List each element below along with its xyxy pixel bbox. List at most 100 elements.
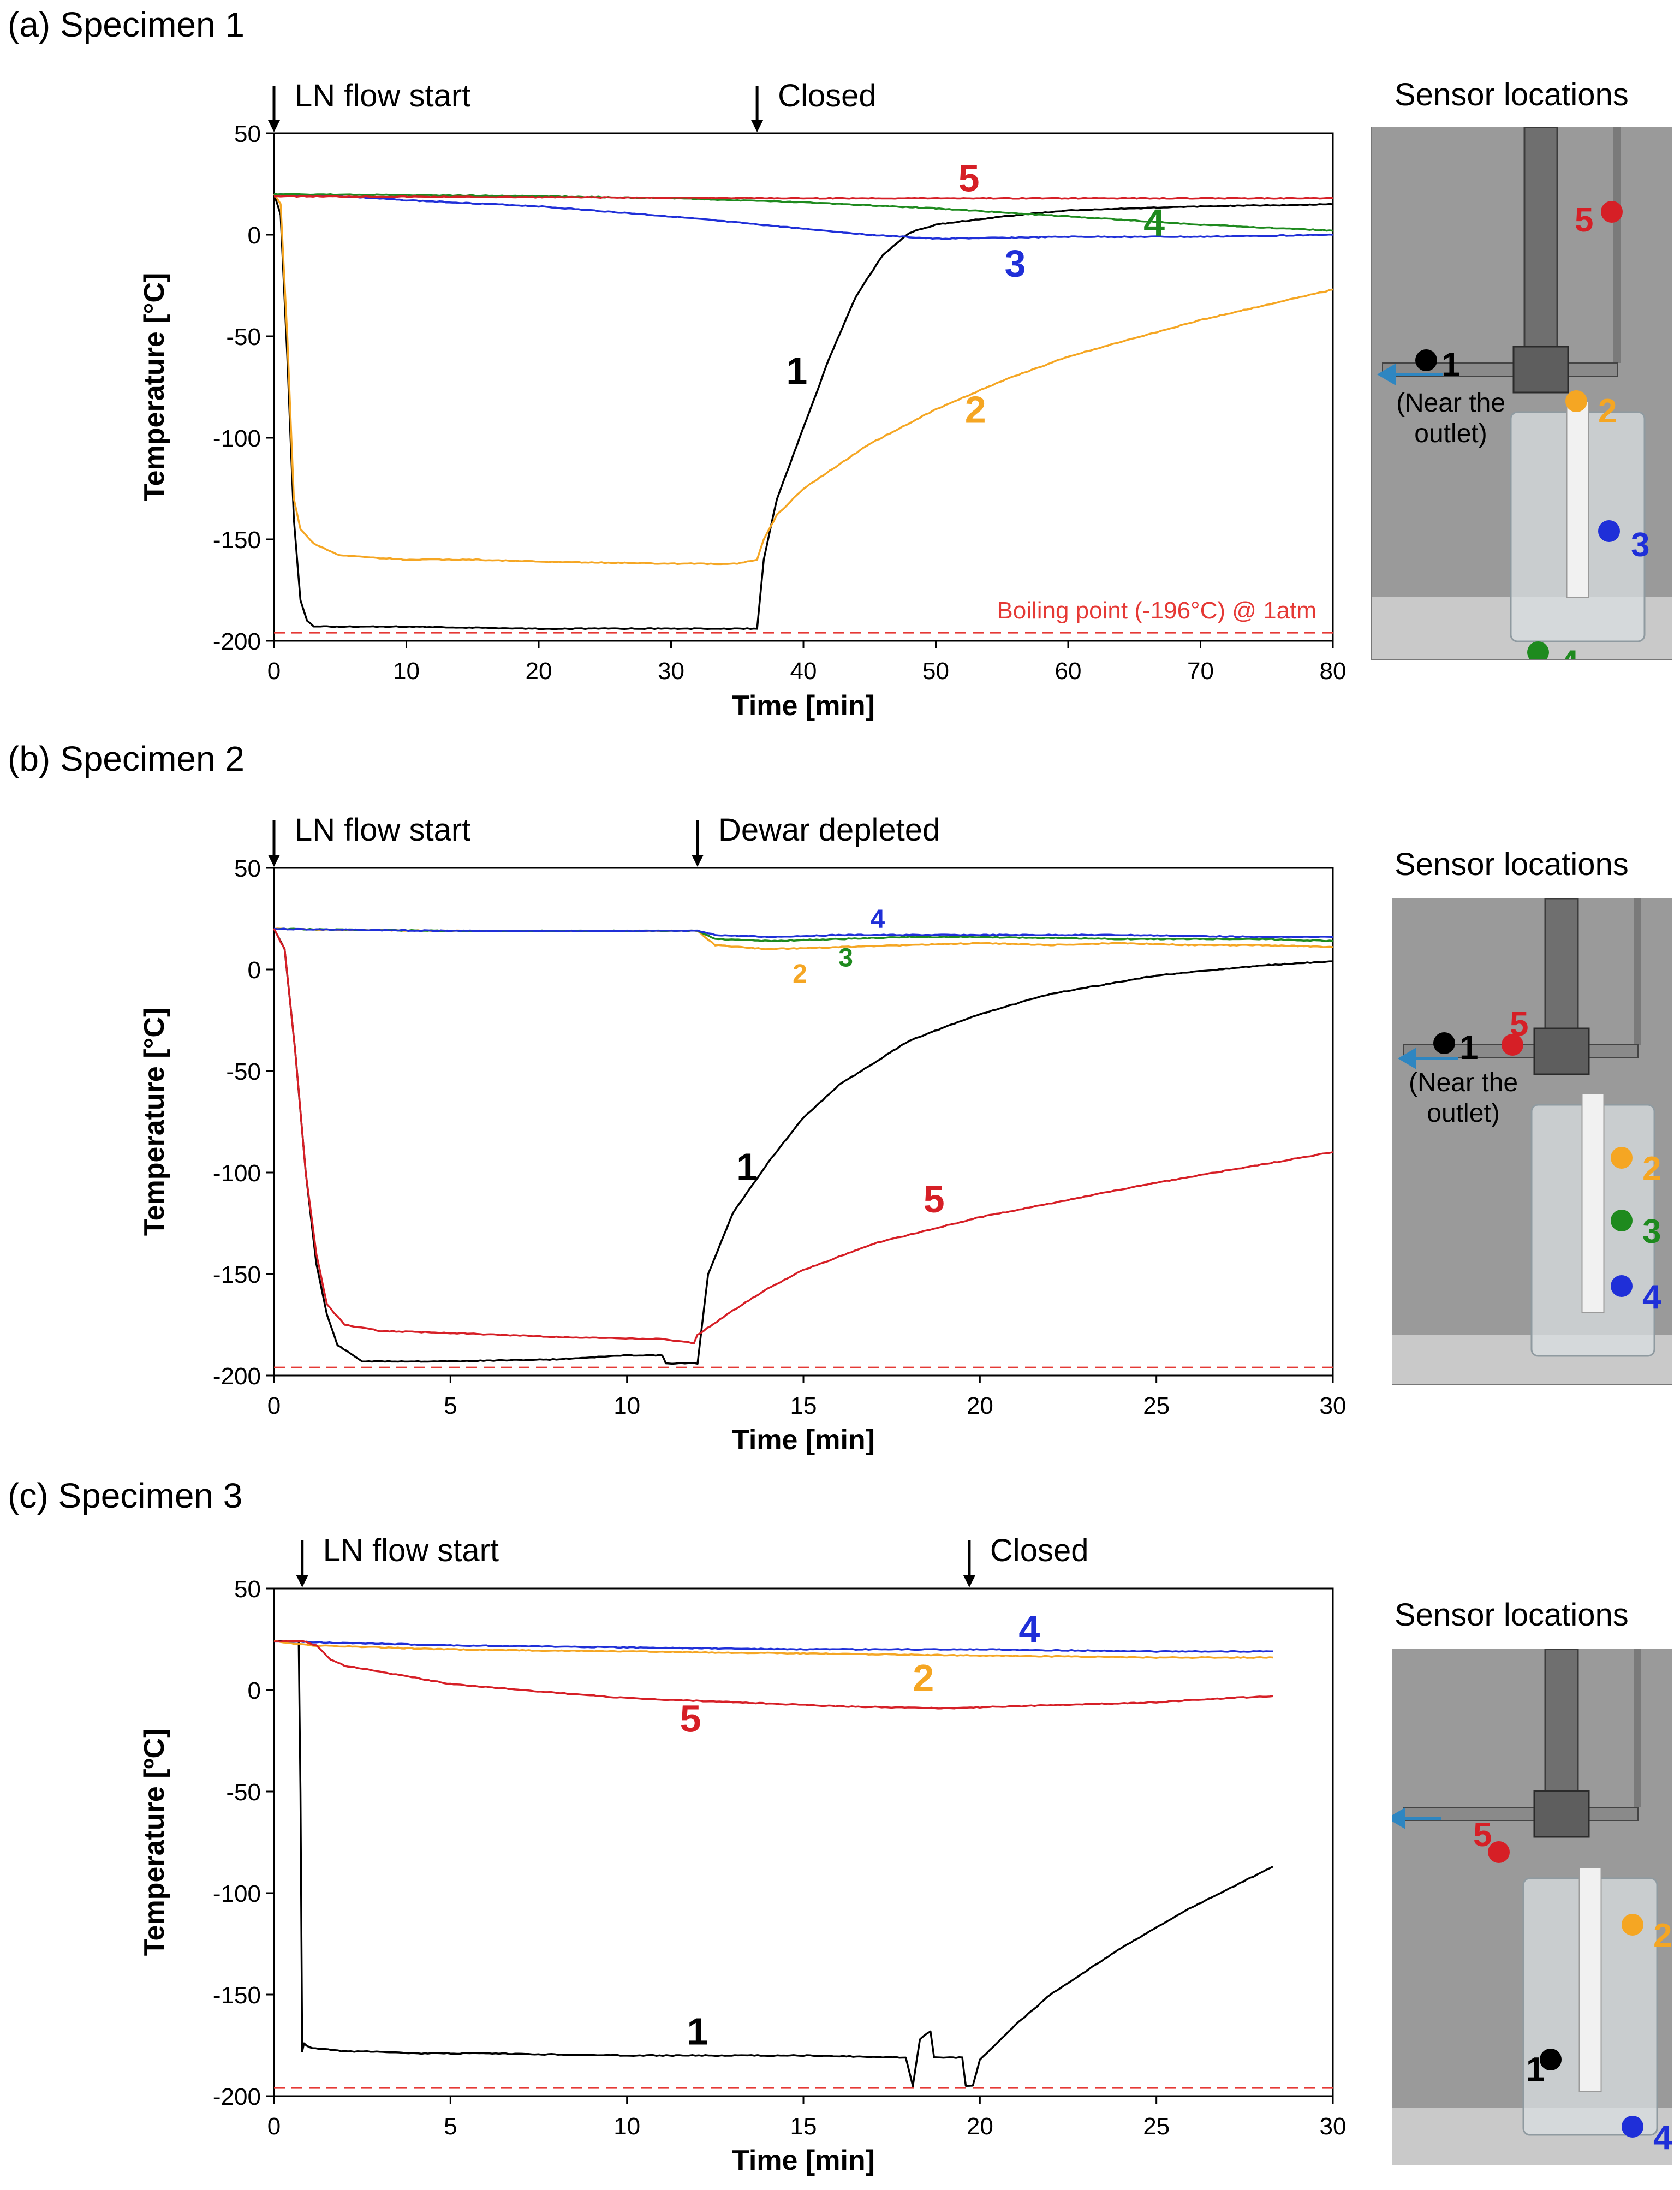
outlet-arrow-icon bbox=[1398, 1048, 1458, 1069]
event-label: Closed bbox=[778, 78, 877, 114]
sensor-marker-label: 5 bbox=[1575, 201, 1594, 239]
event-arrow-head bbox=[963, 1575, 975, 1587]
sensor-marker-label: 4 bbox=[1642, 1278, 1661, 1316]
sensor-marker-5 bbox=[1502, 1034, 1523, 1056]
event-label: LN flow start bbox=[295, 812, 470, 848]
y-tick-label: -200 bbox=[213, 628, 261, 655]
y-tick-label: -150 bbox=[213, 527, 261, 554]
series-label-2: 2 bbox=[913, 1657, 934, 1699]
x-tick-label: 10 bbox=[613, 1392, 640, 1419]
sensor-marker-1 bbox=[1415, 349, 1437, 371]
photo-fitting bbox=[1512, 346, 1569, 394]
sensor-marker-3 bbox=[1598, 520, 1620, 542]
sensor-marker-label: 1 bbox=[1459, 1029, 1479, 1067]
y-tick-label: 50 bbox=[234, 855, 261, 882]
x-tick-label: 80 bbox=[1320, 658, 1347, 685]
sensor-marker-label: 3 bbox=[1631, 526, 1650, 564]
panel-title: (a) Specimen 1 bbox=[8, 5, 245, 44]
sensor-marker-label: 1 bbox=[1526, 2051, 1545, 2088]
x-tick-label: 15 bbox=[790, 1392, 817, 1419]
series-line-3 bbox=[273, 193, 1333, 240]
x-tick-label: 0 bbox=[267, 658, 281, 685]
x-tick-label: 15 bbox=[790, 2113, 817, 2140]
event-arrow-head bbox=[268, 120, 280, 132]
y-axis-label: Temperature [°C] bbox=[139, 1008, 170, 1236]
series-line-2 bbox=[273, 193, 1333, 566]
photo-fitting bbox=[1533, 1790, 1590, 1838]
sensor-marker-1 bbox=[1433, 1032, 1455, 1054]
series-line-5 bbox=[273, 928, 1333, 1344]
event-label: Dewar depleted bbox=[718, 812, 940, 848]
y-tick-label: -100 bbox=[213, 1160, 261, 1187]
event-arrow-head bbox=[268, 855, 280, 867]
series-line-1 bbox=[273, 929, 1333, 1365]
y-tick-label: 0 bbox=[248, 1677, 261, 1704]
y-tick-label: -100 bbox=[213, 1880, 261, 1907]
panel-title: (c) Specimen 3 bbox=[8, 1476, 243, 1515]
sensor-marker-5 bbox=[1488, 1841, 1510, 1863]
x-tick-label: 60 bbox=[1055, 658, 1082, 685]
y-tick-label: -50 bbox=[226, 324, 261, 350]
series-label-5: 5 bbox=[958, 157, 980, 199]
series-label-1: 1 bbox=[786, 350, 807, 392]
sensor-marker-4 bbox=[1611, 1275, 1633, 1297]
y-tick-label: -200 bbox=[213, 2084, 261, 2110]
series-line-5 bbox=[273, 1640, 1273, 1710]
x-tick-label: 5 bbox=[444, 1392, 457, 1419]
series-line-4 bbox=[274, 1640, 1273, 1653]
series-line-4 bbox=[273, 193, 1333, 232]
sensor-marker-label: 5 bbox=[1510, 1005, 1529, 1043]
photo-inner-rod bbox=[1581, 1093, 1605, 1313]
event-arrow-head bbox=[296, 1575, 308, 1587]
sensor-marker-label: 2 bbox=[1598, 392, 1617, 430]
sensor-marker-3 bbox=[1611, 1210, 1633, 1231]
panel-specimen-1: (a) Specimen 1 50 0 -50 -100 -150 -200 0 10 20 30… bbox=[0, 0, 1680, 734]
series-line-1 bbox=[273, 194, 1333, 630]
series-line-5 bbox=[273, 194, 1333, 200]
y-tick-label: 50 bbox=[234, 1576, 261, 1603]
y-tick-label: -200 bbox=[213, 1363, 261, 1390]
panel-specimen-3: (c) Specimen 3 50 0 -50 -100 -150 -200 0 5 10 15 2… bbox=[0, 1471, 1680, 2190]
outlet-arrow-icon bbox=[1392, 1807, 1441, 1829]
x-tick-label: 5 bbox=[444, 2113, 457, 2140]
sensor-marker-label: 5 bbox=[1473, 1816, 1492, 1854]
sensor-locations-title: Sensor locations bbox=[1395, 1597, 1629, 1633]
x-tick-label: 20 bbox=[967, 1392, 993, 1419]
y-tick-label: -50 bbox=[226, 1779, 261, 1806]
photo-fitting bbox=[1533, 1027, 1590, 1075]
photo-sensor-tube bbox=[1634, 1649, 1641, 1807]
series-label-2: 2 bbox=[965, 388, 986, 431]
sensor-marker-4 bbox=[1527, 641, 1549, 659]
photo-inner-rod bbox=[1566, 401, 1589, 598]
outlet-note: (Near the outlet) bbox=[1396, 389, 1506, 448]
sensor-marker-label: 1 bbox=[1441, 346, 1461, 384]
photo-sensor-tube bbox=[1613, 127, 1621, 363]
x-axis-label: Time [min] bbox=[732, 690, 875, 722]
y-tick-label: 0 bbox=[248, 222, 261, 249]
sensor-photo: 5 2 1 4 bbox=[1392, 1649, 1672, 2165]
x-tick-label: 10 bbox=[613, 2113, 640, 2140]
series-label-4: 4 bbox=[870, 905, 885, 934]
series-line-4 bbox=[273, 927, 1333, 938]
series-label-1: 1 bbox=[736, 1145, 758, 1188]
outlet-arrow-icon bbox=[1377, 364, 1443, 385]
sensor-marker-label: 2 bbox=[1653, 1917, 1672, 1955]
event-label: Closed bbox=[990, 1533, 1089, 1568]
sensor-marker-5 bbox=[1601, 201, 1623, 223]
x-axis-label: Time [min] bbox=[732, 1424, 875, 1456]
x-tick-label: 70 bbox=[1187, 658, 1214, 685]
sensor-marker-label: 4 bbox=[1560, 643, 1578, 659]
photo-feed-pipe bbox=[1523, 127, 1558, 380]
sensor-photo: 1 2 3 4 5 (Near the outlet) bbox=[1371, 127, 1672, 660]
x-tick-label: 0 bbox=[267, 1392, 281, 1419]
sensor-photo: 1 5 2 3 4 (Near the outlet) bbox=[1392, 898, 1672, 1385]
outlet-note: (Near the outlet) bbox=[1408, 1068, 1518, 1128]
x-tick-label: 10 bbox=[393, 658, 420, 685]
x-tick-label: 30 bbox=[658, 658, 684, 685]
series-label-5: 5 bbox=[924, 1178, 945, 1221]
x-tick-label: 40 bbox=[790, 658, 817, 685]
x-tick-label: 50 bbox=[922, 658, 949, 685]
event-label: LN flow start bbox=[295, 78, 470, 114]
